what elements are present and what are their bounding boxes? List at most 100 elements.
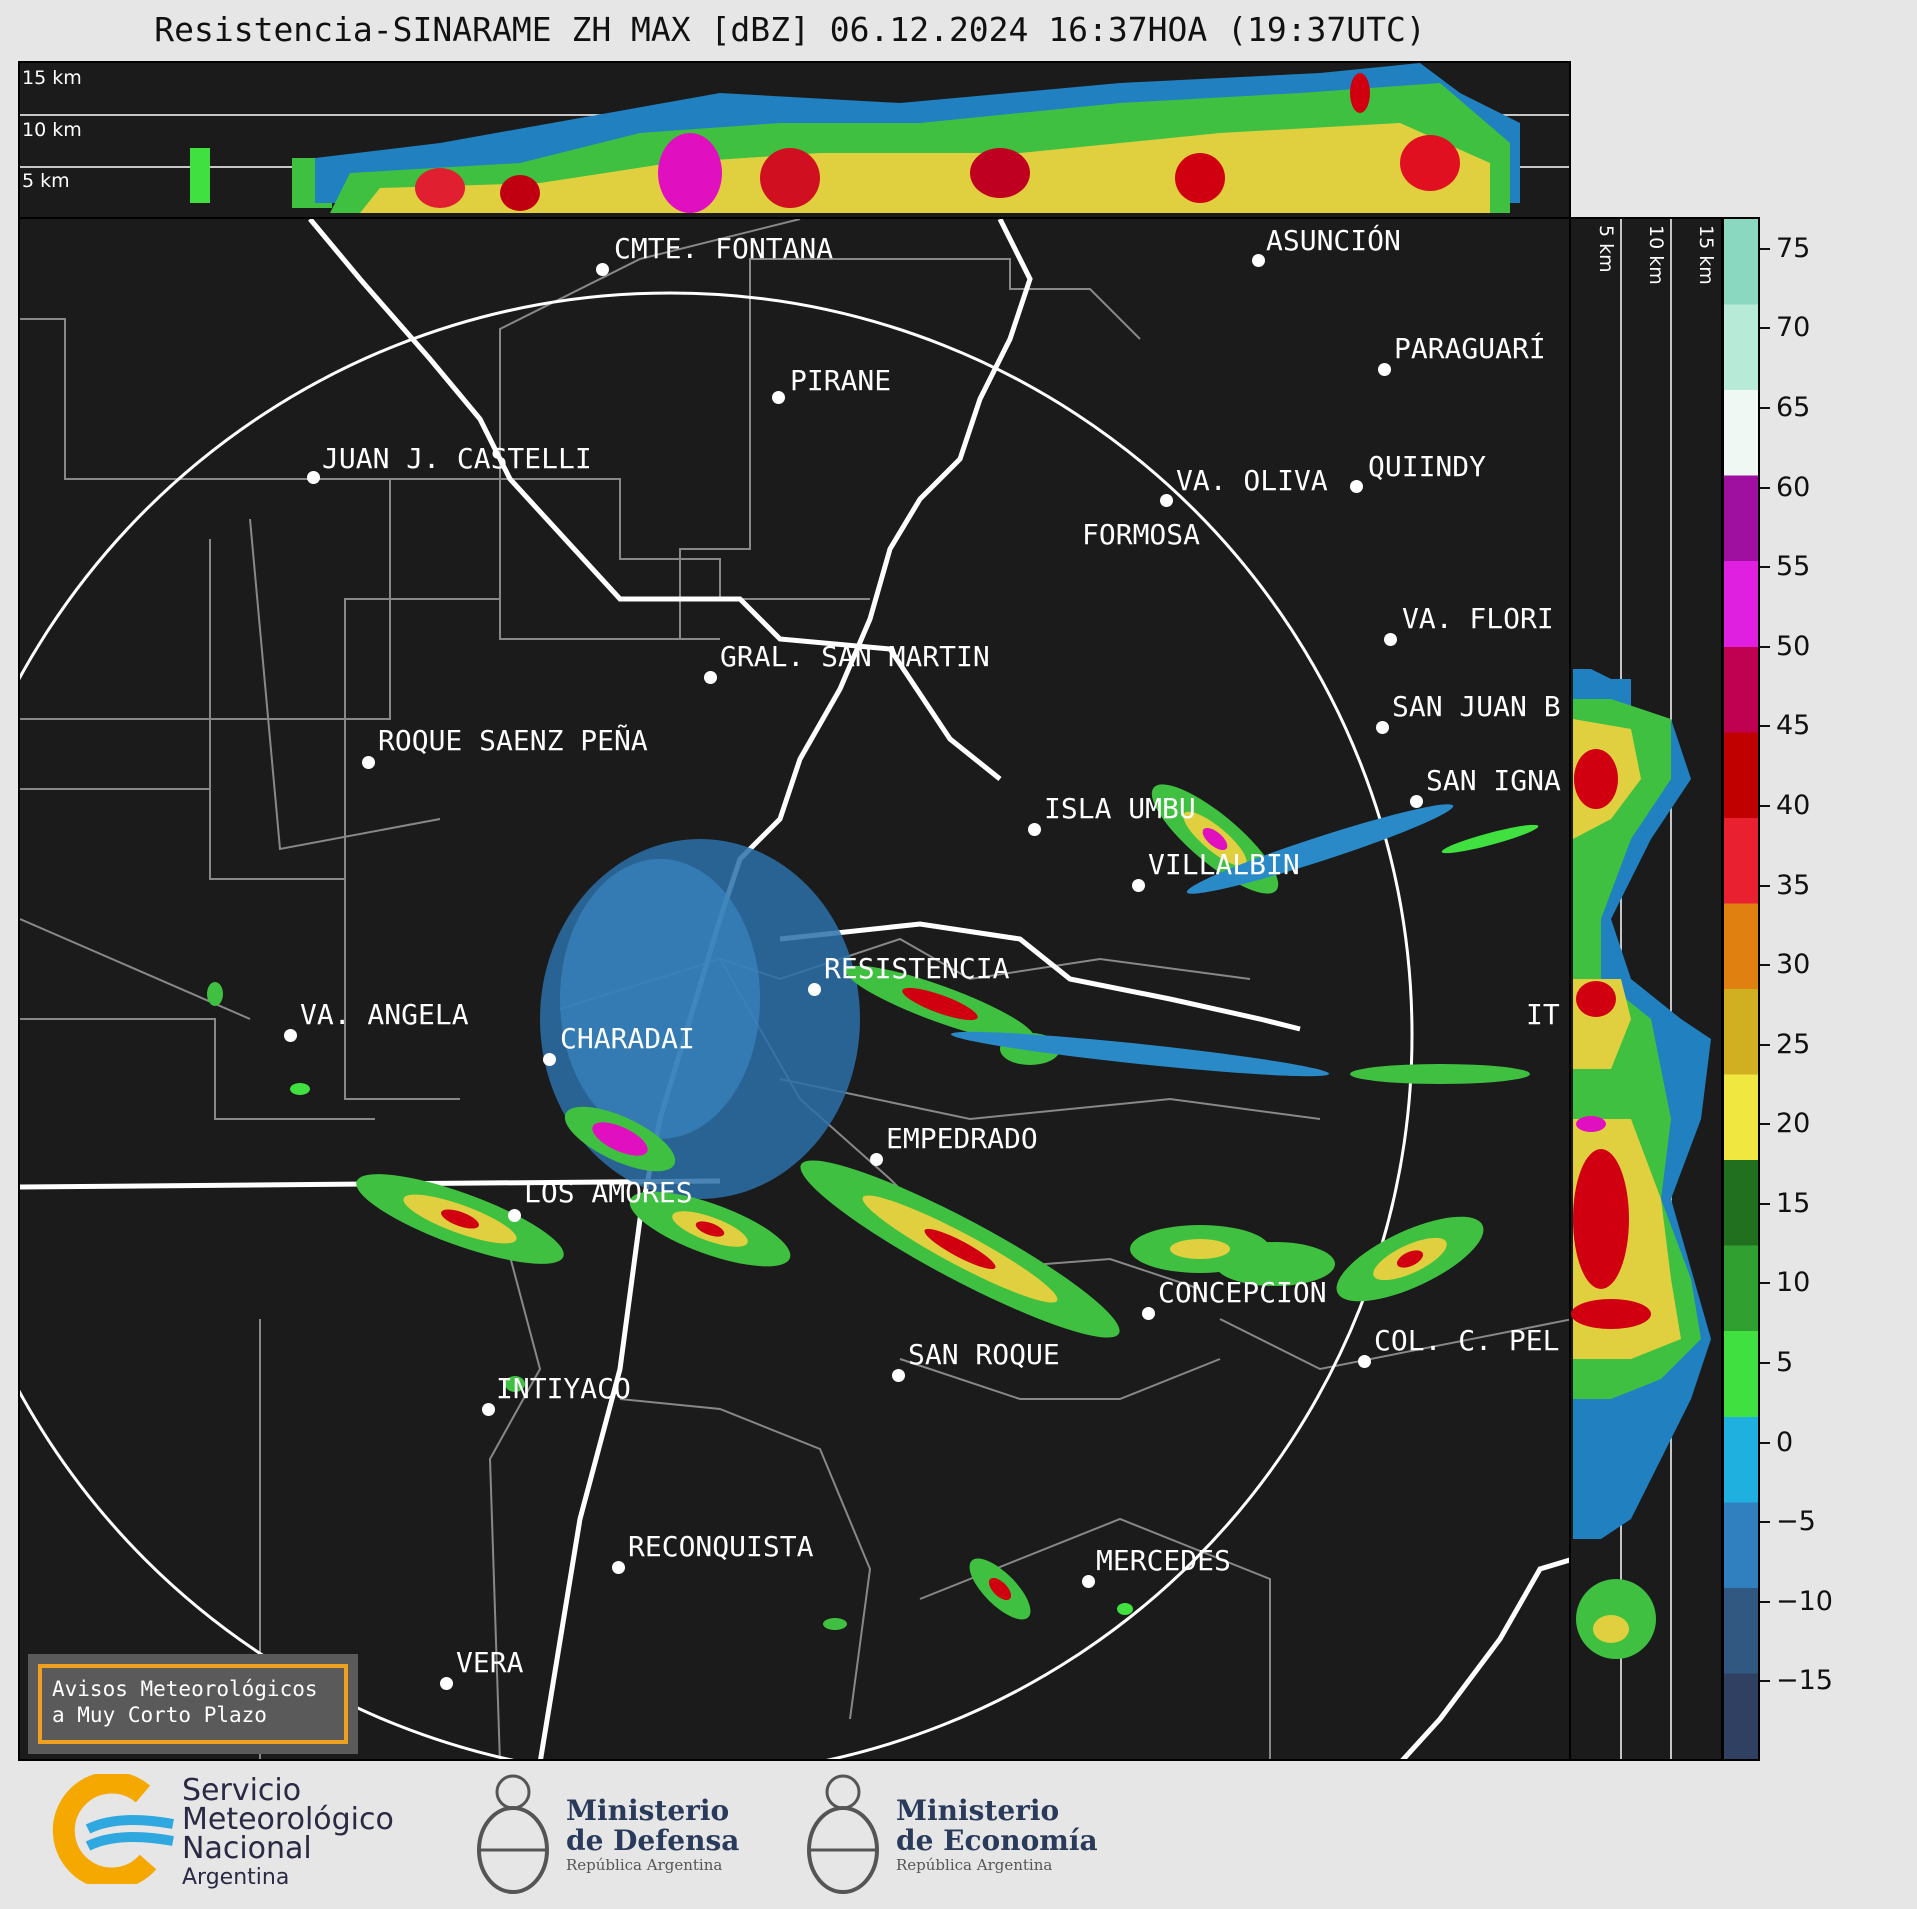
defensa-line-3: República Argentina: [566, 1856, 723, 1874]
city-dot: [284, 1029, 297, 1042]
reflectivity-echoes: [207, 784, 1539, 1630]
colorbar-tick-label: 20: [1776, 1108, 1811, 1140]
colorbar-tick-mark: [1760, 247, 1770, 250]
colorbar-tick-label: −10: [1776, 1585, 1833, 1617]
colorbar-tick-mark: [1760, 1600, 1770, 1603]
city-dot: [1252, 254, 1265, 267]
smn-line-1: Servicio: [182, 1773, 302, 1808]
city-dot: [808, 983, 821, 996]
city-label-va-flori: VA. FLORI: [1402, 602, 1554, 635]
side-echo-band: [1571, 669, 1711, 1659]
city-dot: [1376, 721, 1389, 734]
colorbar-tick-mark: [1760, 1362, 1770, 1365]
city-dot: [362, 756, 375, 769]
city-label-vera: VERA: [456, 1646, 524, 1679]
colorbar-tick-mark: [1760, 725, 1770, 728]
top-echo-band: [190, 63, 1520, 213]
radar-range-ring: [20, 291, 1414, 1759]
city-label-concepcion: CONCEPCION: [1158, 1276, 1327, 1309]
alert-banner[interactable]: Avisos Meteorológicos a Muy Corto Plazo: [28, 1654, 358, 1754]
city-label-cmte-fontana: CMTE. FONTANA: [614, 232, 834, 265]
defensa-logo-text: Ministerio de Defensa República Argentin…: [566, 1794, 739, 1875]
height-label-5km-side: 5 km: [1595, 225, 1617, 273]
height-label-15km: 15 km: [22, 67, 82, 89]
argentina-coat-of-arms-icon: [807, 1774, 879, 1894]
city-dot: [870, 1153, 883, 1166]
map-title: Resistencia-SINARAME ZH MAX [dBZ] 06.12.…: [154, 10, 1426, 49]
colorbar-tick-label: 25: [1776, 1028, 1811, 1060]
radar-map-canvas: [20, 219, 1569, 1759]
city-dot: [772, 391, 785, 404]
city-dot: [1384, 633, 1397, 646]
city-label-mercedes: MERCEDES: [1096, 1544, 1231, 1577]
colorbar-tick-label: 5: [1776, 1347, 1794, 1379]
top-cross-section: 15 km 10 km 5 km: [18, 61, 1571, 219]
city-label-gral-san-martin: GRAL. SAN MARTIN: [720, 640, 990, 673]
economia-line-2: de Economía: [896, 1824, 1098, 1857]
defensa-line-1: Ministerio: [566, 1794, 730, 1827]
city-dot: [482, 1403, 495, 1416]
city-dot: [1132, 879, 1145, 892]
city-label-paraguari: PARAGUARÍ: [1394, 332, 1546, 365]
economia-line-3: República Argentina: [896, 1856, 1053, 1874]
city-dot: [543, 1053, 556, 1066]
city-label-charadai: CHARADAI: [560, 1022, 695, 1055]
colorbar-tick-label: 10: [1776, 1267, 1811, 1299]
colorbar-tick-mark: [1760, 1202, 1770, 1205]
argentina-coat-of-arms-icon: [477, 1774, 549, 1894]
colorbar-tick-mark: [1760, 884, 1770, 887]
city-label-quiindy: QUIINDY: [1368, 450, 1487, 483]
city-label-empedrado: EMPEDRADO: [886, 1122, 1038, 1155]
colorbar-tick-mark: [1760, 1680, 1770, 1683]
colorbar-tick-label: 30: [1776, 949, 1811, 981]
city-dot: [1410, 795, 1423, 808]
colorbar-tick-label: 40: [1776, 789, 1811, 821]
colorbar-tick-label: 45: [1776, 710, 1811, 742]
alert-line-2: a Muy Corto Plazo: [52, 1703, 267, 1727]
city-label-san-juan-b: SAN JUAN B: [1392, 690, 1561, 723]
city-dot: [307, 471, 320, 484]
dbz-colorbar: [1722, 217, 1760, 1761]
smn-logo-text: Servicio Meteorológico Nacional Argentin…: [182, 1776, 394, 1892]
economia-line-1: Ministerio: [896, 1794, 1060, 1827]
city-dot: [508, 1209, 521, 1222]
radar-map[interactable]: CMTE. FONTANA ASUNCIÓN PIRANE PARAGUARÍ …: [18, 217, 1571, 1761]
colorbar-tick-label: 65: [1776, 392, 1811, 423]
colorbar-tick-mark: [1760, 1043, 1770, 1046]
rivers: [20, 219, 1569, 1759]
city-label-juan-j-castelli: JUAN J. CASTELLI: [322, 442, 592, 475]
top-cross-section-plot: [20, 63, 1569, 213]
colorbar-tick-label: −15: [1776, 1665, 1833, 1697]
colorbar-tick-label: 75: [1776, 232, 1811, 264]
colorbar-tick-label: 55: [1776, 551, 1811, 583]
colorbar-tick-mark: [1760, 1282, 1770, 1285]
alert-banner-inner[interactable]: Avisos Meteorológicos a Muy Corto Plazo: [38, 1664, 348, 1744]
city-label-col-c-pel: COL. C. PEL: [1374, 1324, 1560, 1357]
city-label-intiyaco: INTIYACO: [496, 1372, 631, 1405]
economia-logo-text: Ministerio de Economía República Argenti…: [896, 1794, 1098, 1875]
city-label-los-amores: LOS AMORES: [524, 1176, 693, 1209]
city-dot: [1142, 1307, 1155, 1320]
colorbar-tick-mark: [1760, 1441, 1770, 1444]
colorbar-tick-mark: [1760, 327, 1770, 330]
smn-line-3: Nacional: [182, 1831, 312, 1866]
smn-line-4: Argentina: [182, 1865, 290, 1890]
city-label-san-igna: SAN IGNA: [1426, 764, 1561, 797]
height-label-15km-side: 15 km: [1695, 225, 1717, 285]
city-dot: [892, 1369, 905, 1382]
colorbar-tick-mark: [1760, 1123, 1770, 1126]
city-dot: [1082, 1575, 1095, 1588]
height-label-10km: 10 km: [22, 119, 82, 141]
smn-line-2: Meteorológico: [182, 1802, 394, 1837]
city-dot: [440, 1677, 453, 1690]
city-label-san-roque: SAN ROQUE: [908, 1338, 1060, 1371]
city-dot: [704, 671, 717, 684]
city-dot: [1028, 823, 1041, 836]
city-label-reconquista: RECONQUISTA: [628, 1530, 814, 1563]
side-cross-section: 5 km 10 km 15 km: [1569, 217, 1723, 1761]
smn-logo-icon: [52, 1774, 174, 1884]
colorbar-tick-label: 70: [1776, 312, 1811, 344]
city-dot: [1160, 494, 1173, 507]
city-label-isla-umbu: ISLA UMBU: [1044, 792, 1196, 825]
city-label-va-oliva: VA. OLIVA: [1176, 464, 1328, 497]
